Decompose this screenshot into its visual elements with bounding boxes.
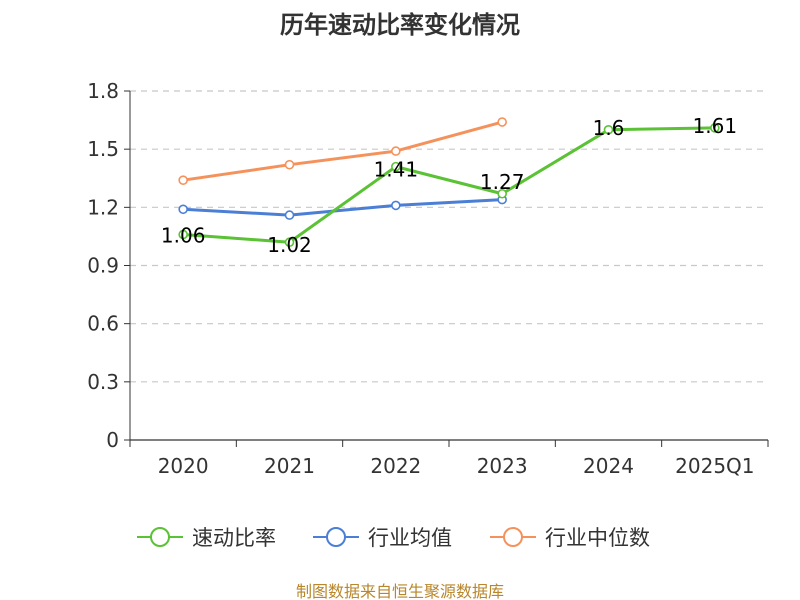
- data-label: 1.27: [480, 170, 525, 194]
- data-point[interactable]: [497, 188, 507, 199]
- data-point[interactable]: [178, 204, 188, 215]
- chart-title: 历年速动比率变化情况: [280, 11, 520, 39]
- data-point[interactable]: [391, 146, 401, 156]
- y-tick-label: 0.6: [87, 312, 119, 336]
- legend-marker: [503, 527, 523, 547]
- y-tick-label: 0.9: [87, 254, 119, 278]
- legend[interactable]: 速动比率 行业均值 行业中位数: [137, 526, 650, 550]
- y-tick-label: 1.5: [87, 137, 119, 161]
- data-label: 1.61: [693, 114, 738, 138]
- y-tick-label: 0.3: [87, 370, 119, 394]
- grid-lines: [130, 90, 768, 383]
- x-tick-label: 2022: [370, 454, 421, 478]
- data-point[interactable]: [178, 229, 188, 240]
- y-tick-label: 1.8: [87, 79, 119, 103]
- legend-marker: [150, 527, 170, 547]
- legend-label[interactable]: 行业中位数: [545, 526, 650, 550]
- data-point[interactable]: [603, 124, 614, 135]
- x-tick-label: 2020: [158, 454, 209, 478]
- y-axis: 0 0.3 0.6 0.9 1.2 1.5 1.8: [87, 79, 131, 452]
- x-axis: 2020 2021 2022 2023 2024 2025Q1: [129, 439, 769, 478]
- legend-label[interactable]: 速动比率: [192, 526, 276, 550]
- data-point[interactable]: [497, 117, 507, 127]
- x-tick-label: 2024: [583, 454, 634, 478]
- data-point[interactable]: [284, 237, 295, 248]
- data-label: 1.6: [593, 116, 625, 140]
- x-tick-label: 2023: [477, 454, 528, 478]
- legend-label[interactable]: 行业均值: [368, 526, 452, 550]
- data-label: 1.02: [267, 233, 312, 257]
- data-point[interactable]: [284, 159, 295, 170]
- data-point[interactable]: [284, 210, 295, 220]
- x-tick-label: 2021: [264, 454, 315, 478]
- x-tick-label: 2025Q1: [675, 454, 754, 478]
- data-label: 1.41: [374, 158, 419, 182]
- data-point[interactable]: [391, 200, 401, 211]
- y-tick-label: 0: [106, 428, 119, 452]
- data-point[interactable]: [710, 123, 720, 133]
- series-line: [183, 126, 715, 244]
- series-line: [183, 198, 503, 217]
- data-labels: 1.06 1.02 1.41 1.27 1.6 1.61: [161, 114, 737, 257]
- y-tick-label: 1.2: [87, 195, 119, 219]
- legend-marker: [326, 527, 346, 547]
- data-point[interactable]: [391, 161, 401, 172]
- series-lines: [178, 117, 720, 248]
- data-point[interactable]: [178, 175, 188, 185]
- series-line: [182, 120, 503, 182]
- data-label: 1.06: [161, 223, 206, 247]
- source-note: 制图数据来自恒生聚源数据库: [296, 582, 504, 600]
